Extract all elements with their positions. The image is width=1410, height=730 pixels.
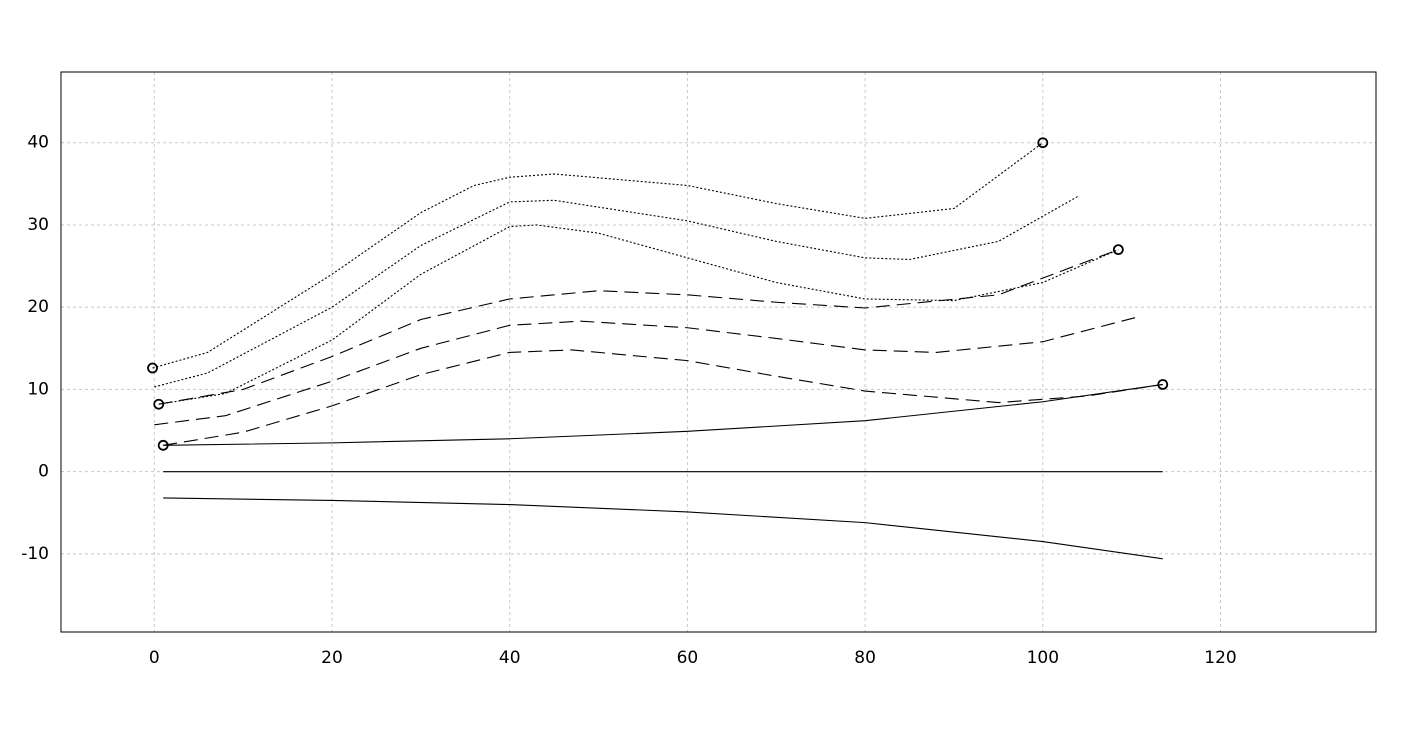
x-tick-label: 60 — [677, 648, 699, 668]
marker — [153, 398, 165, 410]
marker — [1037, 137, 1049, 149]
x-tick-label: 40 — [499, 648, 521, 668]
x-tick-label: 80 — [854, 648, 876, 668]
y-tick-label: 20 — [27, 297, 49, 317]
line — [158, 249, 1119, 405]
y-tick-label: 40 — [27, 133, 49, 153]
line — [163, 383, 1163, 446]
line — [163, 349, 1163, 446]
x-tick-label: 20 — [321, 648, 343, 668]
x-tick-label: 100 — [1027, 648, 1059, 668]
line — [163, 497, 1163, 560]
plot-frame — [60, 71, 1377, 633]
marker — [147, 362, 158, 374]
y-tick-label: -10 — [21, 544, 49, 564]
line — [154, 315, 1141, 426]
marker — [1112, 244, 1124, 256]
marker — [1157, 379, 1169, 390]
y-tick-label: 10 — [27, 379, 49, 399]
y-tick-label: 30 — [27, 215, 49, 235]
x-tick-label: 120 — [1204, 648, 1236, 668]
y-tick-label: 0 — [38, 462, 49, 482]
line — [152, 142, 1044, 369]
line — [154, 195, 1079, 388]
marker — [157, 439, 169, 451]
line — [158, 224, 1119, 405]
x-tick-label: 0 — [149, 648, 160, 668]
